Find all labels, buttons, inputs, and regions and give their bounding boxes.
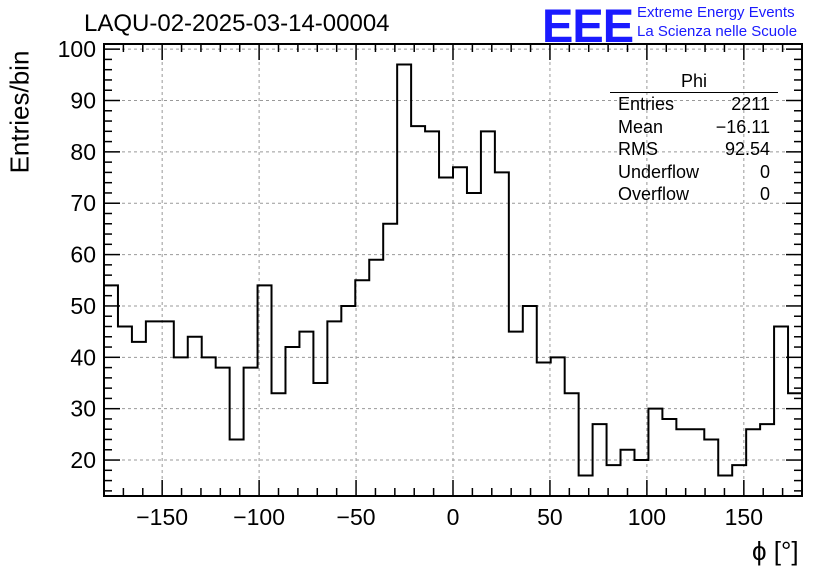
stats-row: RMS 92.54 bbox=[610, 138, 778, 161]
x-tick-labels: −150 −100 −50 0 50 100 150 bbox=[136, 504, 763, 530]
stats-value: −16.11 bbox=[715, 116, 770, 137]
y-tick-label: 50 bbox=[70, 293, 96, 319]
stats-label: Underflow bbox=[618, 161, 700, 182]
stats-row: Mean −16.11 bbox=[610, 116, 778, 139]
stats-row: Entries 2211 bbox=[610, 93, 778, 116]
x-tick-label: 50 bbox=[537, 504, 563, 530]
axis-ticks bbox=[104, 44, 803, 496]
x-tick-label: −150 bbox=[136, 504, 188, 530]
y-tick-label: 20 bbox=[70, 447, 96, 473]
plot-frame bbox=[103, 43, 803, 497]
y-tick-label: 90 bbox=[70, 88, 96, 114]
y-tick-label: 70 bbox=[70, 190, 96, 216]
eee-logo-mark: EEE bbox=[542, 0, 634, 52]
stats-rows: Entries 2211 Mean −16.11 RMS 92.54 Underflow 0 O… bbox=[610, 93, 778, 206]
y-tick-label: 40 bbox=[70, 344, 96, 370]
x-tick-label: −100 bbox=[233, 504, 285, 530]
stats-label: Entries bbox=[618, 94, 675, 114]
stats-row: Underflow 0 bbox=[610, 161, 778, 184]
histogram-series bbox=[104, 63, 802, 477]
stats-row: Overflow 0 bbox=[610, 183, 778, 206]
x-tick-label: 100 bbox=[628, 504, 666, 530]
stats-value: 0 bbox=[759, 184, 770, 204]
logo-line-1: Extreme Energy Events bbox=[637, 4, 795, 21]
stats-title: Phi bbox=[610, 70, 778, 93]
x-tick-label: 0 bbox=[447, 504, 460, 530]
stats-label: Overflow bbox=[618, 184, 690, 204]
stats-label: RMS bbox=[618, 139, 658, 159]
y-axis-label: Entries/bin bbox=[4, 50, 35, 174]
stats-box: Phi Entries 2211 Mean −16.11 RMS 92.54 Underfl… bbox=[610, 70, 778, 206]
y-tick-label: 100 bbox=[58, 36, 96, 62]
y-tick-labels: 20 30 40 50 60 70 80 90 100 bbox=[58, 36, 96, 473]
y-tick-label: 60 bbox=[70, 242, 96, 268]
y-tick-label: 80 bbox=[70, 139, 96, 165]
x-tick-label: 150 bbox=[725, 504, 763, 530]
stats-value: 2211 bbox=[731, 94, 770, 114]
x-axis-label: ϕ [°] bbox=[752, 536, 799, 566]
eee-logo-text: Extreme Energy Events La Scienza nelle S… bbox=[637, 3, 797, 41]
chart-title: LAQU-02-2025-03-14-00004 bbox=[84, 10, 390, 37]
stats-label: Mean bbox=[618, 116, 664, 137]
logo-line-2: La Scienza nelle Scuole bbox=[637, 23, 798, 40]
x-tick-label: −50 bbox=[337, 504, 376, 530]
y-tick-label: 30 bbox=[70, 396, 96, 422]
stats-value: 0 bbox=[759, 161, 770, 182]
stats-value: 92.54 bbox=[724, 139, 770, 159]
